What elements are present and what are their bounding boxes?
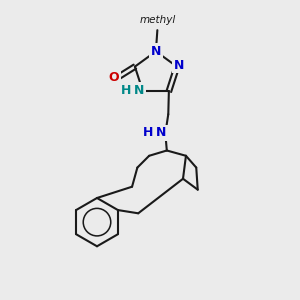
Text: N: N	[134, 84, 144, 97]
Text: H: H	[143, 126, 154, 139]
Text: N: N	[151, 45, 161, 58]
Text: O: O	[109, 71, 119, 84]
Text: N: N	[174, 59, 184, 72]
Text: methyl: methyl	[140, 15, 176, 26]
Text: N: N	[156, 126, 166, 139]
Text: H: H	[121, 84, 132, 97]
